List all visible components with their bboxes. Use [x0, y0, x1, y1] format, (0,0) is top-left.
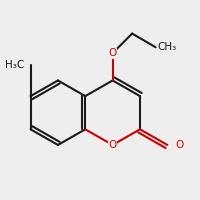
Text: O: O — [109, 140, 117, 150]
Text: H₃C: H₃C — [5, 60, 25, 70]
Text: O: O — [109, 48, 117, 58]
Text: CH₃: CH₃ — [158, 42, 177, 52]
Text: O: O — [175, 140, 183, 150]
